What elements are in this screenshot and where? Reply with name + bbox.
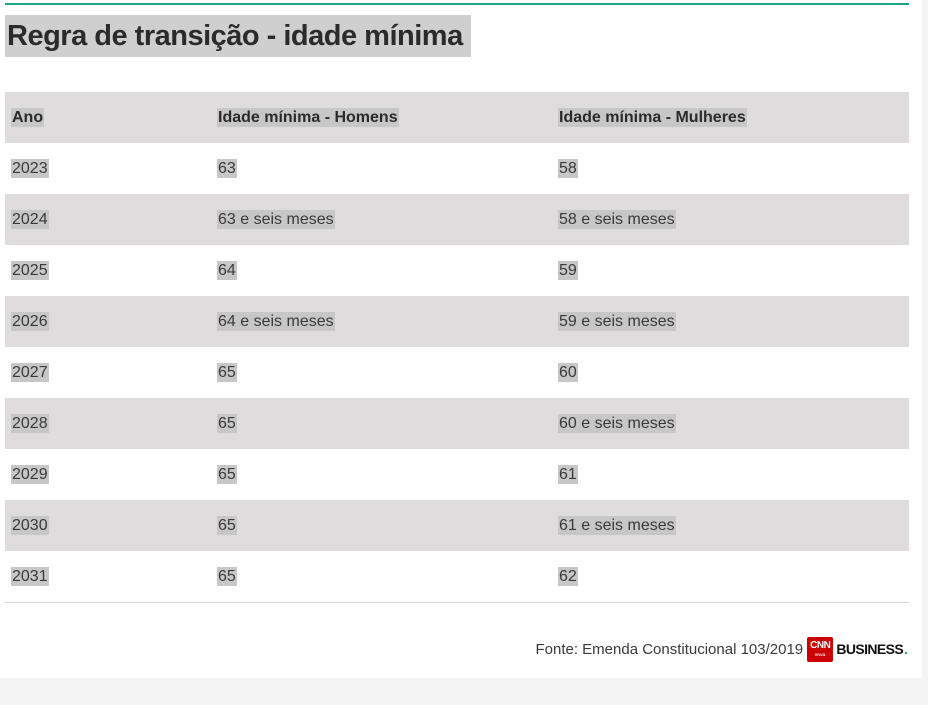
source-footer: Fonte: Emenda Constitucional 103/2019 CN… (535, 636, 908, 662)
cell-min-age-men: 65 (211, 551, 552, 603)
cell-min-age-men: 65 (217, 362, 237, 382)
table-title: Regra de transição - idade mínima (5, 15, 471, 57)
cnn-business-logo: CNN BRASIL BUSINESS. (807, 636, 908, 662)
cell-year: 2028 (11, 413, 49, 433)
chart-container: Regra de transição - idade mínima Ano Id… (5, 3, 909, 662)
cell-year: 2030 (11, 515, 49, 535)
cell-year: 2026 (11, 311, 49, 331)
table-row: 2028 65 60 e seis meses (5, 398, 909, 449)
table-row: 2026 64 e seis meses 59 e seis meses (5, 296, 909, 347)
cell-min-age-men: 65 (217, 413, 237, 433)
table-row: 2027 65 60 (5, 347, 909, 398)
cell-year: 2031 (5, 551, 211, 603)
cell-year: 2029 (11, 464, 49, 484)
logo-dot: . (904, 641, 908, 657)
cell-min-age-women: 60 (558, 362, 578, 382)
cell-min-age-women: 59 e seis meses (558, 311, 676, 331)
table-row: 2025 64 59 (5, 245, 909, 296)
cell-min-age-men: 64 e seis meses (217, 311, 335, 331)
header-min-age-men: Idade mínima - Homens (217, 107, 399, 127)
cell-min-age-women: 60 e seis meses (558, 413, 676, 433)
table-row: 2029 65 61 (5, 449, 909, 500)
cell-min-age-men: 65 (217, 464, 237, 484)
transition-rule-table: Ano Idade mínima - Homens Idade mínima -… (5, 92, 909, 603)
cell-year: 2025 (11, 260, 49, 280)
source-text: Fonte: Emenda Constitucional 103/2019 (535, 640, 804, 658)
cell-min-age-women: 58 e seis meses (558, 209, 676, 229)
page-gutter-right (922, 0, 928, 705)
cell-year: 2023 (11, 158, 49, 178)
top-accent-rule (5, 3, 909, 5)
cnn-brasil-logo-icon: CNN BRASIL (807, 636, 834, 662)
table-row: 2023 63 58 (5, 143, 909, 194)
cell-min-age-men: 65 (217, 515, 237, 535)
cell-min-age-women: 58 (558, 158, 578, 178)
cell-min-age-men: 64 (217, 260, 237, 280)
cell-year: 2027 (11, 362, 49, 382)
cell-min-age-women: 61 e seis meses (558, 515, 676, 535)
business-wordmark: BUSINESS (836, 641, 904, 657)
table-header-row: Ano Idade mínima - Homens Idade mínima -… (5, 92, 909, 143)
cell-year: 2024 (11, 209, 49, 229)
cell-min-age-women: 59 (558, 260, 578, 280)
header-year: Ano (11, 107, 45, 127)
page-gutter-bottom (0, 678, 928, 705)
table-row: 2030 65 61 e seis meses (5, 500, 909, 551)
cell-min-age-women: 61 (558, 464, 578, 484)
cell-min-age-men: 63 e seis meses (217, 209, 335, 229)
table-row: 2031 65 62 (5, 551, 909, 603)
cell-min-age-men: 63 (217, 158, 237, 178)
header-min-age-women: Idade mínima - Mulheres (558, 107, 747, 127)
cell-min-age-women: 62 (552, 551, 909, 603)
table-row: 2024 63 e seis meses 58 e seis meses (5, 194, 909, 245)
